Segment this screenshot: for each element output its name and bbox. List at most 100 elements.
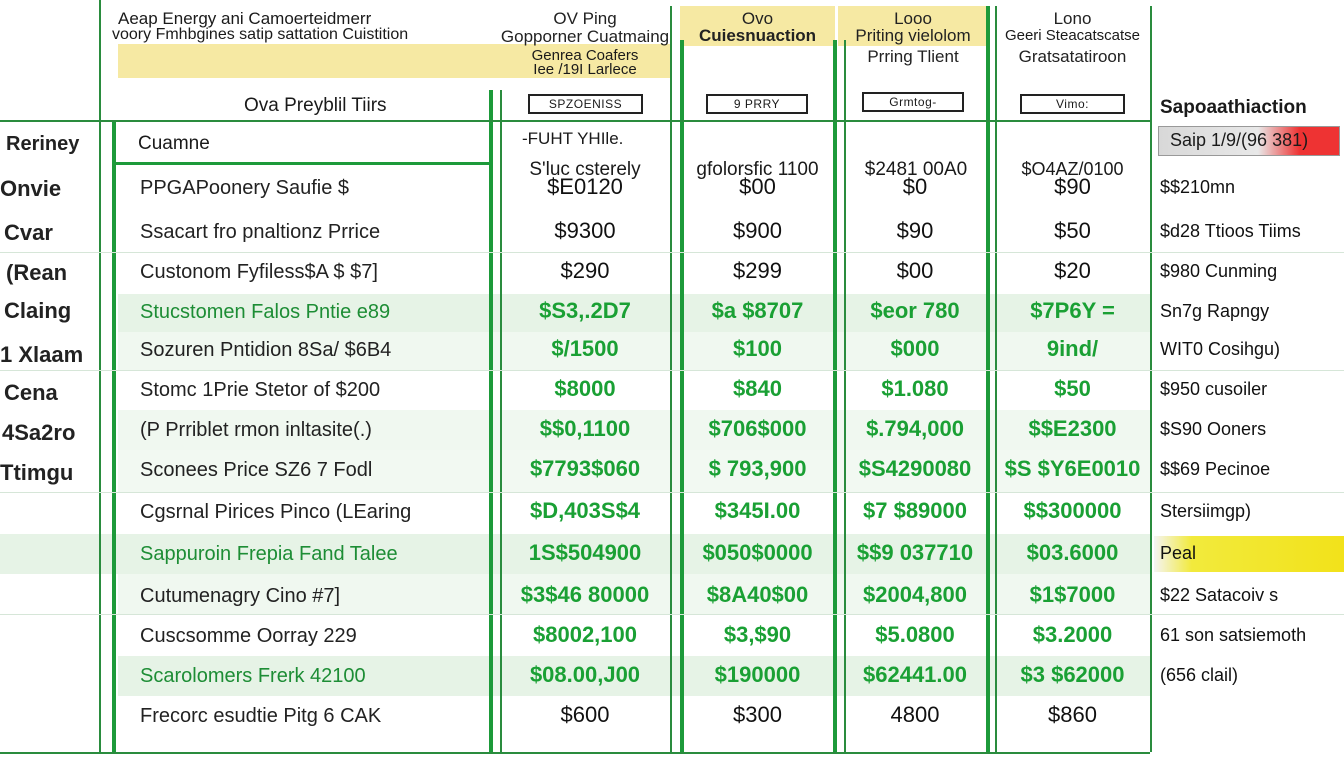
table-cell: $$9 037710 bbox=[856, 540, 974, 565]
vline bbox=[99, 0, 101, 752]
table-cell: $0 bbox=[902, 174, 928, 199]
title-line1: Aeap Energy ani Camoerteidmerr bbox=[118, 9, 372, 28]
sub-col4: $O4AZ/0100 bbox=[1021, 159, 1124, 179]
table-cell: 1S$504900 bbox=[528, 540, 642, 565]
row-band bbox=[118, 574, 1150, 614]
hline bbox=[0, 120, 1150, 122]
header-band-col2 bbox=[680, 6, 835, 46]
table-cell: $7P6Y = bbox=[1030, 298, 1115, 323]
table-cell: $$300000 bbox=[1023, 498, 1122, 523]
row-label: Scarolomers Frerk 42100 bbox=[140, 665, 366, 687]
table-cell: $90 bbox=[1054, 174, 1091, 199]
left-label: 1 Xlaam bbox=[0, 342, 84, 367]
table-cell: $900 bbox=[733, 218, 782, 243]
header-band-col3 bbox=[838, 6, 988, 46]
row-label: PPGAPoonery Saufie $ bbox=[140, 177, 350, 199]
row-label: (P Prriblet rmon inltasite(.) bbox=[140, 419, 372, 441]
table-cell: $03.6000 bbox=[1026, 540, 1119, 565]
right-title: Sapoaathiaction bbox=[1160, 97, 1307, 118]
vline bbox=[112, 122, 116, 752]
table-cell: $1.080 bbox=[881, 376, 949, 401]
row-label: Frecorc esudtie Pitg 6 CAK bbox=[140, 705, 382, 727]
table-cell: $ 793,900 bbox=[708, 456, 807, 481]
right-cell: Sn7g Rapngy bbox=[1160, 301, 1270, 321]
col3-title: Looo bbox=[894, 9, 932, 28]
left-label: (Rean bbox=[6, 260, 68, 285]
table-cell: $62441.00 bbox=[863, 662, 967, 687]
right-cell: $$69 Pecinoe bbox=[1160, 459, 1271, 479]
right-cell: $d28 Ttioos Tiims bbox=[1160, 221, 1301, 241]
table-cell: $706$000 bbox=[708, 416, 807, 441]
sub-cuamne: Cuamne bbox=[138, 133, 210, 154]
right-cell: Stersiimgp) bbox=[1160, 501, 1252, 521]
table-cell: $08.00,J00 bbox=[529, 662, 641, 687]
col1-note1: Genrea Coafers bbox=[531, 47, 639, 64]
row-label: Cuscsomme Oorray 229 bbox=[140, 625, 357, 647]
table-cell: $90 bbox=[896, 218, 934, 243]
table-cell: $600 bbox=[560, 702, 610, 727]
right-cell: Peal bbox=[1160, 543, 1197, 563]
hline bbox=[0, 752, 1150, 754]
table-cell: $050$0000 bbox=[702, 540, 813, 565]
table-cell: $5.0800 bbox=[875, 622, 955, 647]
col1-title: OV Ping bbox=[553, 9, 617, 28]
table-cell: $7793$060 bbox=[529, 456, 641, 481]
vline bbox=[986, 6, 990, 752]
hline bbox=[0, 370, 1344, 371]
header-band-left bbox=[118, 44, 670, 78]
table-cell: $9300 bbox=[554, 218, 616, 243]
right-cell: (656 clail) bbox=[1160, 665, 1239, 685]
table-cell: $100 bbox=[733, 336, 782, 361]
row-band bbox=[118, 294, 1150, 332]
table-cell: $$E2300 bbox=[1028, 416, 1117, 441]
table-cell: $D,403S$4 bbox=[529, 498, 641, 523]
table-cell: $345I.00 bbox=[714, 498, 801, 523]
header-box: Vimo: bbox=[1020, 94, 1125, 114]
right-cell: WIT0 Cosihgu) bbox=[1160, 339, 1281, 359]
right-badge bbox=[1158, 126, 1340, 156]
right-cell: 61 son satsiemoth bbox=[1160, 625, 1307, 645]
vline bbox=[680, 40, 684, 752]
table-cell: $190000 bbox=[714, 662, 801, 687]
row-band bbox=[118, 450, 1150, 492]
row-label: Sozuren Pntidion 8Sa/ $6B4 bbox=[140, 339, 392, 361]
col4-title: Lono bbox=[1053, 9, 1092, 28]
table-cell: $2004,800 bbox=[863, 582, 967, 607]
table-cell: $299 bbox=[733, 258, 782, 283]
table-cell: 4800 bbox=[890, 702, 940, 727]
table-cell: $300 bbox=[733, 702, 782, 727]
row-label: Cgsrnal Pirices Pinco (LEaring bbox=[140, 501, 412, 523]
vline bbox=[489, 90, 493, 752]
table-cell: $840 bbox=[733, 376, 782, 401]
vline bbox=[670, 6, 672, 752]
left-label: Claing bbox=[4, 298, 72, 323]
table-cell: $E0120 bbox=[547, 174, 623, 199]
table-cell: $S3,.2D7 bbox=[539, 298, 631, 323]
row-band bbox=[118, 656, 1150, 696]
row-label: Cutumenagry Cino #7] bbox=[140, 585, 341, 607]
right-cell: $S90 Ooners bbox=[1160, 419, 1267, 439]
table-cell: $3$46 80000 bbox=[520, 582, 650, 607]
table-cell: $000 bbox=[890, 336, 940, 361]
col4-note: Gratsatatiroon bbox=[1018, 47, 1127, 66]
table-cell: $8A40$00 bbox=[706, 582, 809, 607]
col4-subtitle: Geeri Steacatscatse bbox=[1004, 27, 1141, 44]
table-cell: $7 $89000 bbox=[863, 498, 967, 523]
section-title: Ova Preyblil Tiirs bbox=[244, 95, 387, 116]
sub-col1: S'luc csterely bbox=[529, 159, 641, 180]
sub-left-label: Reriney bbox=[6, 133, 80, 155]
col1-note2: Iee /19I Larlece bbox=[533, 61, 637, 78]
col3-note: Prring Tlient bbox=[867, 47, 959, 66]
table-cell: $00 bbox=[739, 174, 776, 199]
sub-fuht: -FUHT YHIle. bbox=[522, 129, 624, 148]
header-box: Grmtog- bbox=[862, 92, 964, 112]
right-highlight bbox=[1154, 536, 1344, 572]
table-cell: $3 $62000 bbox=[1020, 662, 1125, 687]
header-box: 9 PRRY bbox=[706, 94, 808, 114]
left-label: 4Sa2ro bbox=[2, 420, 76, 445]
table-cell: $3,$90 bbox=[723, 622, 792, 647]
table-cell: $S4290080 bbox=[858, 456, 972, 481]
hline bbox=[0, 252, 1344, 253]
hline bbox=[112, 162, 492, 165]
table-cell: $3.2000 bbox=[1032, 622, 1113, 647]
